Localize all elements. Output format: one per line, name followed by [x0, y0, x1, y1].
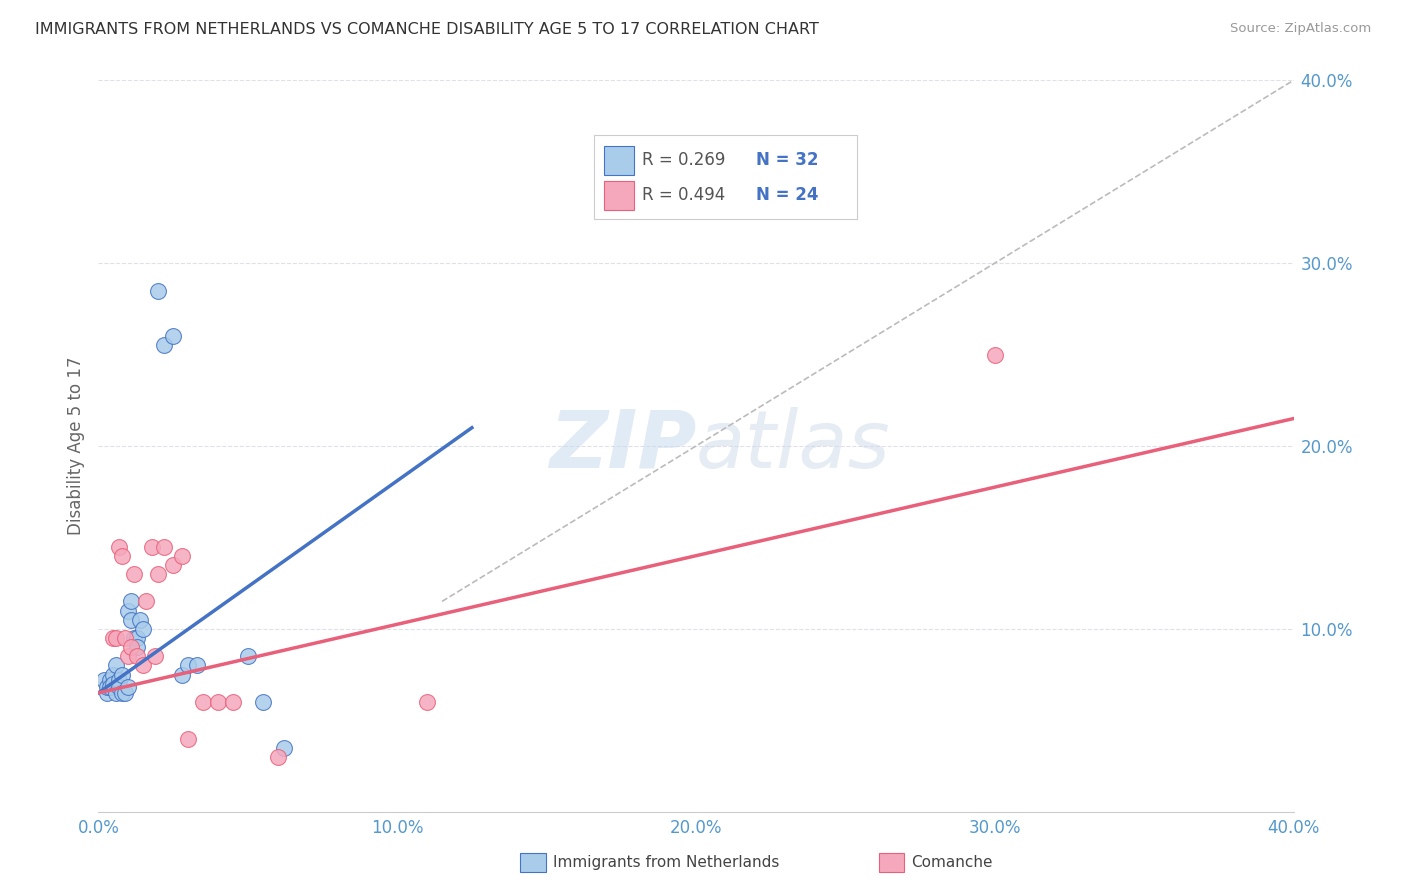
Point — [124, 567, 146, 582]
Point — [108, 540, 131, 554]
Point — [117, 649, 139, 664]
Point — [135, 594, 157, 608]
Point — [117, 603, 139, 617]
Point — [207, 695, 229, 709]
Point — [177, 731, 200, 746]
Text: R = 0.269: R = 0.269 — [643, 151, 725, 169]
Point — [984, 347, 1007, 362]
Point — [111, 549, 134, 563]
Point — [108, 681, 131, 695]
Text: Source: ZipAtlas.com: Source: ZipAtlas.com — [1230, 22, 1371, 36]
Point — [222, 695, 245, 709]
Point — [127, 640, 149, 655]
Point — [120, 613, 142, 627]
Point — [114, 631, 136, 645]
Point — [105, 631, 128, 645]
Point — [148, 284, 170, 298]
Point — [98, 673, 122, 687]
Point — [162, 558, 184, 572]
Point — [103, 631, 125, 645]
Point — [105, 658, 128, 673]
Point — [111, 667, 134, 681]
Point — [132, 658, 155, 673]
Bar — [605, 146, 634, 176]
Point — [148, 567, 170, 582]
Point — [141, 540, 163, 554]
Point — [120, 640, 142, 655]
Point — [273, 740, 295, 755]
Point — [120, 594, 142, 608]
Point — [252, 695, 274, 709]
Text: N = 32: N = 32 — [756, 151, 818, 169]
Point — [153, 540, 176, 554]
Point — [108, 673, 131, 687]
Point — [105, 686, 128, 700]
Point — [236, 649, 259, 664]
Point — [103, 667, 125, 681]
Bar — [605, 181, 634, 211]
Point — [153, 338, 176, 352]
Point — [96, 686, 118, 700]
Point — [132, 622, 155, 636]
Point — [162, 329, 184, 343]
Point — [98, 681, 122, 695]
Text: N = 24: N = 24 — [756, 186, 818, 204]
Point — [111, 686, 134, 700]
Point — [172, 549, 194, 563]
Text: Comanche: Comanche — [911, 855, 993, 870]
Point — [127, 631, 149, 645]
Point — [114, 686, 136, 700]
Point — [127, 649, 149, 664]
FancyBboxPatch shape — [595, 135, 858, 219]
Point — [172, 667, 194, 681]
Point — [177, 658, 200, 673]
Text: IMMIGRANTS FROM NETHERLANDS VS COMANCHE DISABILITY AGE 5 TO 17 CORRELATION CHART: IMMIGRANTS FROM NETHERLANDS VS COMANCHE … — [35, 22, 820, 37]
Y-axis label: Disability Age 5 to 17: Disability Age 5 to 17 — [66, 357, 84, 535]
Point — [103, 676, 125, 690]
Point — [186, 658, 208, 673]
Point — [124, 631, 146, 645]
Point — [267, 749, 290, 764]
Text: Immigrants from Netherlands: Immigrants from Netherlands — [553, 855, 779, 870]
Point — [96, 681, 118, 695]
Text: ZIP: ZIP — [548, 407, 696, 485]
Text: atlas: atlas — [696, 407, 891, 485]
Point — [117, 681, 139, 695]
Point — [129, 613, 152, 627]
Text: R = 0.494: R = 0.494 — [643, 186, 725, 204]
Point — [93, 673, 115, 687]
Point — [191, 695, 214, 709]
Point — [143, 649, 166, 664]
Point — [416, 695, 439, 709]
